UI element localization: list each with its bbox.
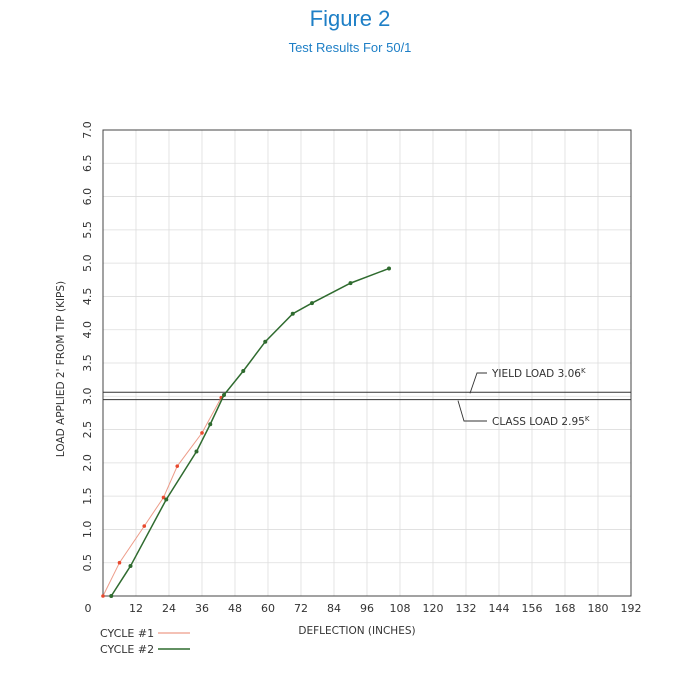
x-tick-label: 48 [228, 602, 242, 615]
y-tick-label: 5.0 [81, 254, 94, 272]
series-layer [101, 266, 391, 598]
kips-superscript: K [585, 415, 590, 423]
reference-lines [103, 391, 631, 401]
x-tick-label: 108 [390, 602, 411, 615]
yield-load-label: YIELD LOAD 3.06K [491, 367, 586, 380]
cycle-2-point [208, 422, 213, 427]
cycle-1-point [142, 524, 147, 528]
cycle-1-point [101, 594, 105, 598]
cycle-2-point [241, 368, 246, 373]
cycle-2-point [263, 339, 268, 344]
cycle-1-point [200, 431, 204, 435]
class-load-leader [457, 400, 487, 422]
cycle-2-point [310, 301, 314, 306]
cycle-1-point [175, 464, 180, 468]
cycle-2-point [348, 281, 353, 286]
y-tick-label: 4.5 [81, 288, 94, 306]
y-tick-label: 1.0 [81, 521, 94, 539]
class-load-label: CLASS LOAD 2.95K [492, 415, 590, 428]
y-axis-title: LOAD APPLIED 2' FROM TIP (KIPS) [55, 281, 67, 457]
cycle-2-point [109, 594, 114, 598]
x-tick-label: 60 [261, 602, 275, 615]
x-tick-label: 120 [423, 602, 444, 615]
cycle-2-point [387, 266, 391, 271]
yield-load-leader [469, 372, 487, 394]
y-tick-label: 1.5 [81, 487, 94, 505]
x-tick-label: 12 [129, 602, 143, 615]
x-axis-title: DEFLECTION (INCHES) [298, 625, 415, 637]
figure-subtitle: Test Results For 50/1 [288, 40, 412, 55]
cycle-2-point [290, 311, 295, 316]
cycle-1-series [101, 395, 224, 598]
y-tick-label: 7.0 [81, 121, 94, 139]
y-tick-label: 0.5 [81, 554, 94, 572]
cycle-2-line [110, 267, 390, 597]
cycle-2-point [194, 449, 199, 454]
cycle-2-point [222, 392, 226, 397]
x-tick-label: 144 [489, 602, 510, 615]
y-tick-label: 3.5 [81, 354, 94, 372]
y-tick-label: 2.0 [81, 454, 94, 472]
x-tick-label: 72 [294, 602, 308, 615]
cycle-2-series [109, 266, 391, 598]
plot-frame [102, 129, 632, 597]
x-tick-label: 192 [621, 602, 642, 615]
y-tick-label: 2.5 [81, 421, 94, 439]
x-tick-label: 0 [85, 602, 92, 615]
legend-label-cycle-1: CYCLE #1 [100, 627, 154, 640]
cycle-2-point [128, 564, 133, 569]
y-tick-label: 6.5 [81, 155, 94, 173]
cycle-1-point [117, 560, 122, 565]
cycle-2-point [164, 497, 169, 502]
x-tick-label: 24 [162, 602, 176, 615]
y-tick-label: 3.0 [81, 388, 94, 406]
x-tick-label: 168 [555, 602, 576, 615]
x-tick-label: 84 [327, 602, 341, 615]
chart-legend: CYCLE #1 CYCLE #2 [100, 627, 190, 656]
cycle-1-point [161, 495, 166, 500]
y-tick-label: 5.5 [81, 221, 94, 239]
x-tick-label: 36 [195, 602, 209, 615]
x-tick-labels: 0 12 24 36 48 60 72 84 96 108 120 132 144 156 168 180 19… [85, 602, 642, 615]
reference-annotations: YIELD LOAD 3.06K CLASS LOAD 2.95K [457, 367, 590, 428]
y-tick-label: 4.0 [81, 321, 94, 339]
x-tick-label: 180 [588, 602, 609, 615]
figure-title: Figure 2 [309, 6, 391, 31]
legend-label-cycle-2: CYCLE #2 [100, 643, 154, 656]
kips-superscript: K [581, 367, 586, 375]
y-tick-labels: 0.5 1.0 1.5 2.0 2.5 3.0 3.5 4.0 4.5 5.0 5.5 6.0 6.5 7… [81, 121, 94, 571]
chart-grid [103, 130, 631, 596]
x-tick-label: 156 [522, 602, 543, 615]
y-tick-label: 6.0 [81, 188, 94, 206]
x-tick-label: 132 [456, 602, 477, 615]
x-tick-label: 96 [360, 602, 374, 615]
